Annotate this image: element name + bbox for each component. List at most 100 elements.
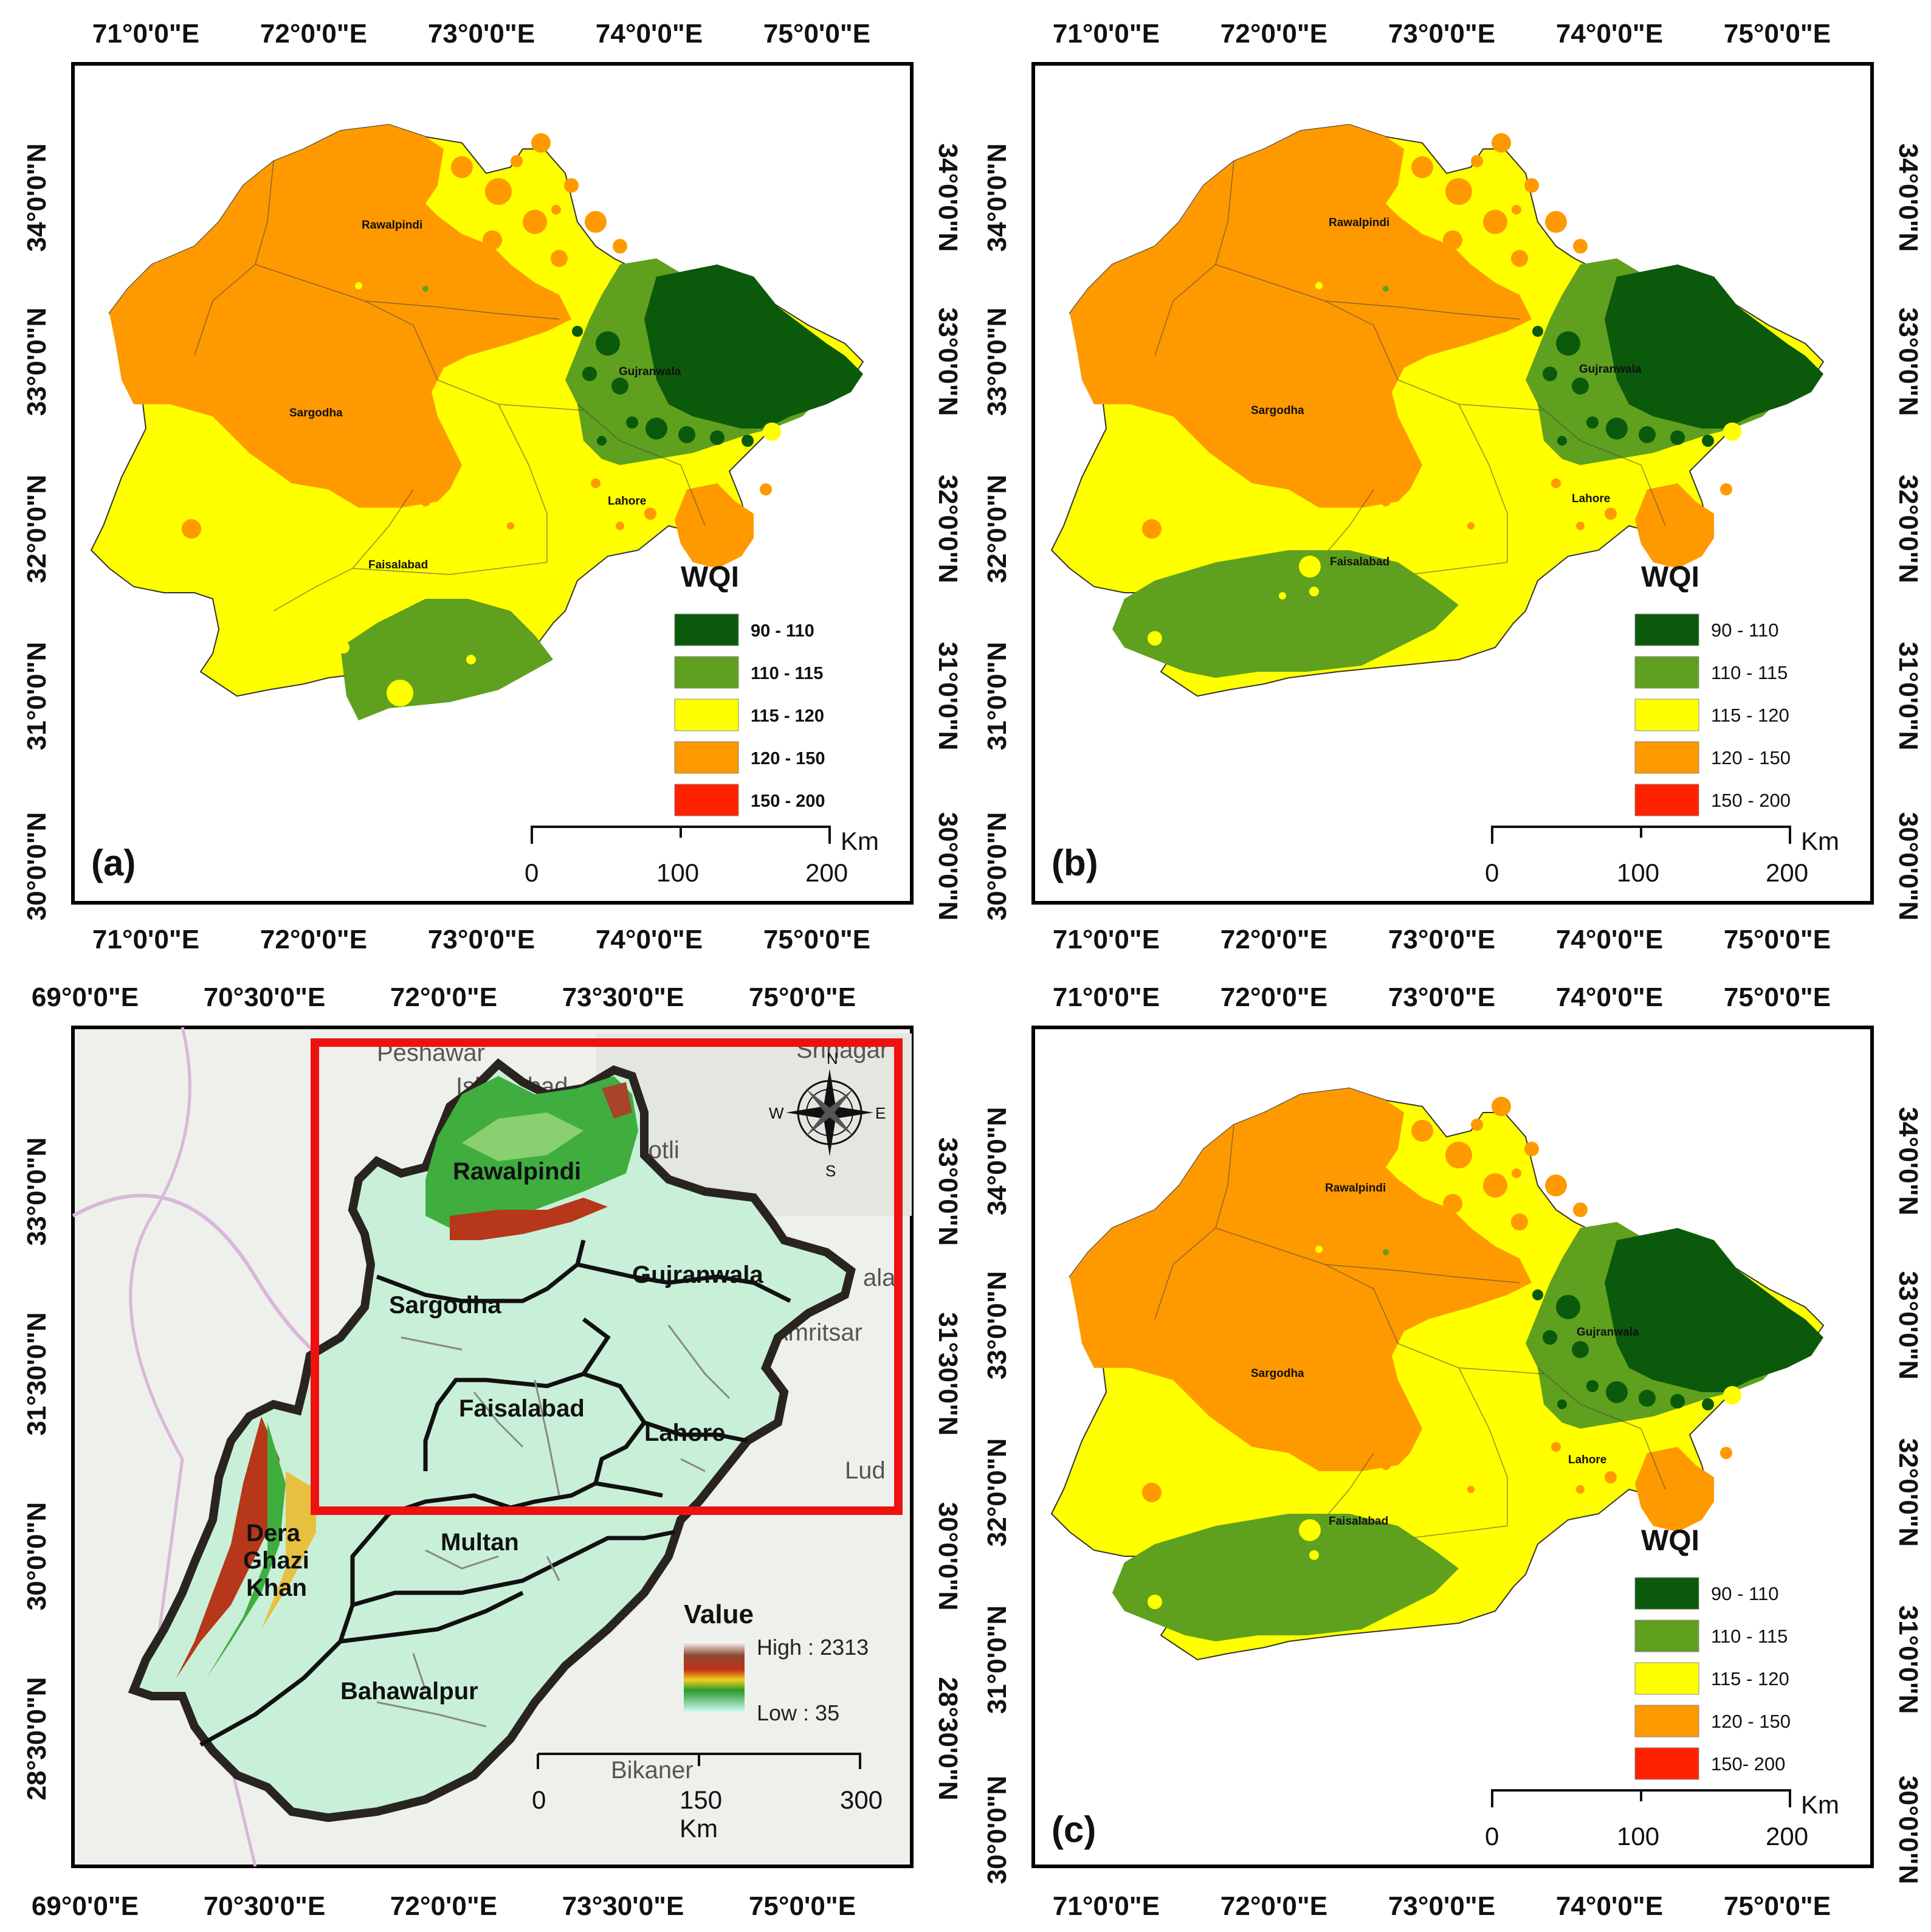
legend-swatch-a-2 — [674, 699, 739, 731]
legend-swatch-b-0 — [1634, 613, 1699, 646]
panel-c-lat-left-0: 34°0'0"N — [982, 1107, 1012, 1216]
legend-swatch-a-1 — [674, 656, 739, 689]
scale-unit-b: Km — [1801, 827, 1839, 855]
panel-b-lat-left-0: 34°0'0"N — [982, 143, 1012, 252]
city-label-gujranwala: Gujranwala — [619, 365, 681, 378]
scale-unit-a: Km — [841, 827, 879, 855]
panel-b-lat-right-3: 31°0'0"N — [1893, 642, 1923, 751]
overview-lat-left-1: 31°30'0"N — [22, 1312, 52, 1435]
scale-unit-c: Km — [1801, 1790, 1839, 1819]
panel-b-lat-right-2: 32°0'0"N — [1893, 475, 1923, 584]
scale-bar-b — [1491, 826, 1791, 844]
division-label-bahawalpur: Bahawalpur — [340, 1678, 478, 1705]
basemap-label-ludhiana: Lud — [845, 1457, 886, 1484]
city-label-lahore: Lahore — [608, 495, 646, 508]
panel-b-lat-left-1: 33°0'0"N — [982, 308, 1012, 416]
panel-b-lon-top-2: 73°0'0"E — [1388, 19, 1495, 49]
city-label-gujranwala-c: Gujranwala — [1577, 1326, 1639, 1339]
city-label-rawalpindi-c: Rawalpindi — [1325, 1182, 1386, 1195]
overview-lon-bottom-2: 72°0'0"E — [390, 1891, 497, 1921]
panel-b-lat-right-1: 33°0'0"N — [1893, 308, 1923, 416]
legend-swatch-b-4 — [1634, 784, 1699, 816]
panel-b-lat-left-3: 31°0'0"N — [982, 642, 1012, 751]
panel-c-lon-top-3: 74°0'0"E — [1556, 982, 1663, 1012]
compass-e: E — [875, 1104, 886, 1122]
city-label-lahore-c: Lahore — [1568, 1454, 1606, 1466]
legend-title-a: WQI — [681, 561, 739, 593]
overview-scale-bar — [537, 1753, 861, 1769]
elevation-high: High : 2313 — [757, 1635, 869, 1660]
division-label-lahore: Lahore — [644, 1420, 725, 1446]
panel-b-lon-bottom-1: 72°0'0"E — [1220, 925, 1327, 954]
city-label-rawalpindi: Rawalpindi — [362, 219, 422, 232]
wqi-map-b — [1051, 124, 1824, 697]
panel-c-lon-top-1: 72°0'0"E — [1220, 982, 1327, 1012]
legend-label-b-3: 120 - 150 — [1711, 747, 1791, 768]
legend-swatch-c-3 — [1634, 1705, 1699, 1737]
panel-a-lon-top-3: 74°0'0"E — [596, 19, 703, 49]
overview-scale-0: 0 — [532, 1785, 546, 1814]
panel-b-lon-bottom-0: 71°0'0"E — [1053, 925, 1160, 954]
panel-a-lat-left-1: 33°0'0"N — [22, 308, 52, 416]
panel-b-lon-top-3: 74°0'0"E — [1556, 19, 1663, 49]
panel-a-lon-bottom-4: 75°0'0"E — [763, 925, 870, 954]
compass-rose-icon — [786, 1069, 873, 1156]
overview-lon-bottom-3: 73°30'0"E — [562, 1891, 684, 1921]
panel-a-lat-left-4: 30°0'0"N — [22, 812, 52, 921]
elevation-low: Low : 35 — [757, 1700, 839, 1725]
scale-bar-c — [1491, 1789, 1791, 1807]
panel-a-lat-right-4: 30°0'0"N — [933, 812, 963, 921]
panel-a-lat-left-2: 32°0'0"N — [22, 475, 52, 584]
city-label-rawalpindi-b: Rawalpindi — [1329, 216, 1389, 229]
panel-c-lon-bottom-0: 71°0'0"E — [1053, 1891, 1160, 1921]
legend-label-c-0: 90 - 110 — [1711, 1583, 1778, 1604]
panel-b-lat-left-4: 30°0'0"N — [982, 812, 1012, 921]
legend-swatch-b-2 — [1634, 699, 1699, 731]
legend-label-c-1: 110 - 115 — [1711, 1626, 1788, 1647]
division-label-faisalabad: Faisalabad — [459, 1395, 585, 1422]
legend-label-c-2: 115 - 120 — [1711, 1668, 1789, 1689]
city-label-sargodha-b: Sargodha — [1251, 404, 1304, 417]
panel-c-lat-right-3: 31°0'0"N — [1893, 1606, 1923, 1714]
panel-c-lat-right-1: 33°0'0"N — [1893, 1271, 1923, 1380]
division-label-dg-khan-1: Dera — [246, 1520, 301, 1547]
city-label-faisalabad-b: Faisalabad — [1330, 556, 1389, 568]
panel-a-lat-left-0: 34°0'0"N — [22, 143, 52, 252]
panel-c-lon-top-4: 75°0'0"E — [1724, 982, 1831, 1012]
generated-layer: WQI 90 - 110 110 - 115 115 - 120 120 - 150 15… — [22, 19, 1923, 1921]
overview-lon-top-0: 69°0'0"E — [32, 982, 139, 1012]
legend-label-c-3: 120 - 150 — [1711, 1711, 1791, 1732]
panel-a-lat-right-0: 34°0'0"N — [933, 143, 963, 252]
panel-b-lon-top-1: 72°0'0"E — [1220, 19, 1327, 49]
panel-b-letter: (b) — [1052, 843, 1098, 883]
legend-title-c: WQI — [1641, 1525, 1699, 1557]
panel-a: Rawalpindi Sargodha Gujranwala Lahore Fa… — [71, 62, 914, 905]
panel-b-lon-bottom-3: 74°0'0"E — [1556, 925, 1663, 954]
legend-swatch-c-4 — [1634, 1747, 1699, 1780]
panel-c-lon-top-2: 73°0'0"E — [1388, 982, 1495, 1012]
panel-a-letter: (a) — [91, 843, 136, 883]
elevation-legend-title: Value — [684, 1599, 754, 1629]
city-label-sargodha: Sargodha — [289, 407, 343, 419]
overview-lat-right-0: 33°0'0"N — [933, 1137, 963, 1246]
panel-a-lon-top-2: 73°0'0"E — [428, 19, 535, 49]
panel-c-lat-right-0: 34°0'0"N — [1893, 1107, 1923, 1216]
panel-c-lat-left-1: 33°0'0"N — [982, 1271, 1012, 1380]
panel-c-lon-bottom-2: 73°0'0"E — [1388, 1891, 1495, 1921]
legend-label-a-0: 90 - 110 — [751, 621, 814, 641]
overview-lon-top-4: 75°0'0"E — [749, 982, 856, 1012]
legend-label-b-0: 90 - 110 — [1711, 619, 1778, 641]
panel-b-lat-right-4: 30°0'0"N — [1893, 812, 1923, 921]
division-label-rawalpindi: Rawalpindi — [453, 1158, 581, 1185]
panel-a-lon-bottom-0: 71°0'0"E — [92, 925, 199, 954]
overview-lat-right-1: 31°30'0"N — [933, 1312, 963, 1435]
panel-a-lon-top-0: 71°0'0"E — [92, 19, 199, 49]
city-label-faisalabad: Faisalabad — [368, 559, 428, 571]
wqi-map-c — [1051, 1088, 1824, 1660]
panel-c-lat-left-4: 30°0'0"N — [982, 1776, 1012, 1885]
legend-swatch-c-2 — [1634, 1662, 1699, 1695]
overview-scale-unit: Km — [680, 1814, 718, 1843]
legend-label-b-2: 115 - 120 — [1711, 705, 1789, 726]
elevation-ramp — [684, 1641, 745, 1711]
